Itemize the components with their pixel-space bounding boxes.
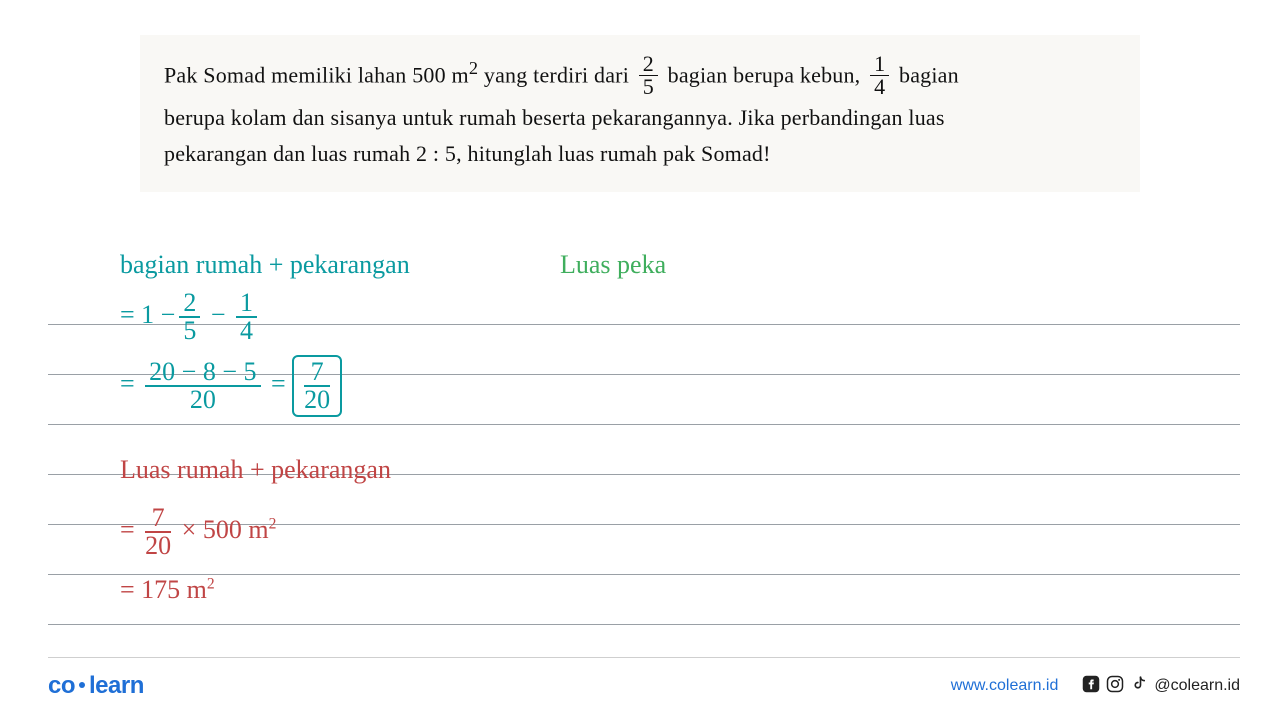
problem-line-3: pekarangan dan luas rumah 2 : 5, hitungl… xyxy=(164,136,1116,172)
social-group: @colearn.id xyxy=(1082,675,1240,698)
fraction-2-num: 1 xyxy=(870,53,889,76)
brand-part-1: co xyxy=(48,672,75,699)
handwriting-item: = 1 −25 − 14 xyxy=(120,290,261,344)
fraction-2: 1 4 xyxy=(870,53,889,98)
footer-right: www.colearn.id @colearn.id xyxy=(951,675,1240,698)
tiktok-icon xyxy=(1130,675,1148,698)
problem-seg-1: Pak Somad memiliki lahan 500 m xyxy=(164,62,469,87)
handwriting-item: Luas peka xyxy=(560,250,666,280)
footer-url: www.colearn.id xyxy=(951,677,1059,695)
fraction-1: 2 5 xyxy=(639,53,658,98)
handwriting-item: = 20 − 8 − 520 = 720 xyxy=(120,355,342,417)
facebook-icon xyxy=(1082,675,1100,698)
problem-line-2: berupa kolam dan sisanya untuk rumah bes… xyxy=(164,100,1116,136)
brand-logo: colearn xyxy=(48,672,144,700)
instagram-icon xyxy=(1106,675,1124,698)
fraction-2-den: 4 xyxy=(870,76,889,98)
problem-line-1: Pak Somad memiliki lahan 500 m2 yang ter… xyxy=(164,53,1116,100)
problem-seg-4: bagian xyxy=(899,62,959,87)
handwriting-item: Luas rumah + pekarangan xyxy=(120,455,391,485)
ruled-line xyxy=(48,575,1240,625)
footer: colearn www.colearn.id @colearn.id xyxy=(48,657,1240,700)
problem-seg-3: bagian berupa kebun, xyxy=(668,62,866,87)
brand-part-2: learn xyxy=(89,672,144,699)
handwriting-item: = 175 m2 xyxy=(120,575,215,605)
problem-seg-2: yang terdiri dari xyxy=(478,62,635,87)
handwriting-item: = 720 × 500 m2 xyxy=(120,505,276,559)
squared-sup: 2 xyxy=(469,58,478,78)
fraction-1-den: 5 xyxy=(639,76,658,98)
handwriting-item: bagian rumah + pekarangan xyxy=(120,250,410,280)
social-handle: @colearn.id xyxy=(1154,677,1240,695)
fraction-1-num: 2 xyxy=(639,53,658,76)
brand-dot-icon xyxy=(79,682,85,688)
problem-text: Pak Somad memiliki lahan 500 m2 yang ter… xyxy=(140,35,1140,192)
